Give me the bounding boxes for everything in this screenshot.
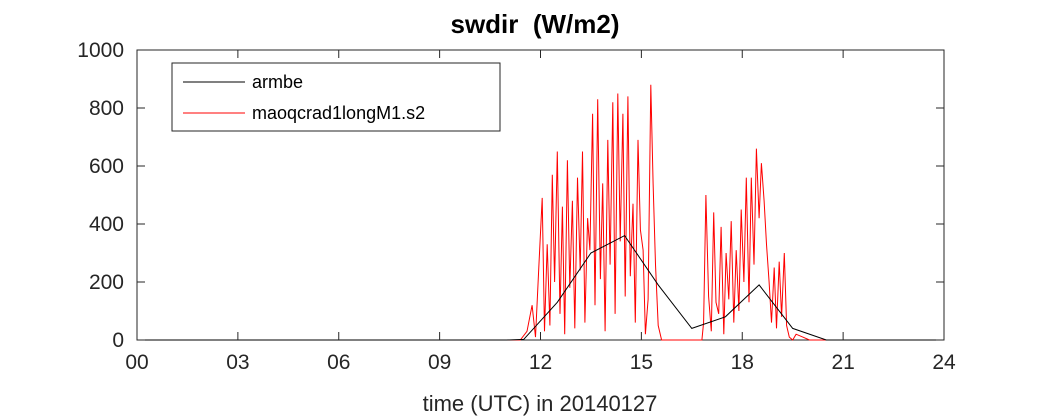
- legend-label-maoqcrad: maoqcrad1longM1.s2: [252, 103, 425, 123]
- x-tick-label: 00: [125, 351, 148, 374]
- chart-title: swdir (W/m2): [450, 9, 619, 39]
- x-tick-label: 03: [226, 351, 249, 374]
- legend-label-armbe: armbe: [252, 72, 303, 92]
- y-tick-label: 200: [89, 271, 124, 294]
- series-layer: [137, 84, 944, 341]
- y-tick-label: 1000: [77, 39, 124, 62]
- x-tick-label: 24: [932, 351, 956, 374]
- y-tick-label: 800: [89, 97, 124, 120]
- x-tick-label: 18: [731, 351, 754, 374]
- x-axis-title: time (UTC) in 20140127: [423, 391, 658, 416]
- x-tick-label: 09: [428, 351, 451, 374]
- x-tick-label: 12: [529, 351, 552, 374]
- series-line-1: [137, 84, 944, 341]
- x-tick-label: 21: [831, 351, 854, 374]
- series-line-0: [137, 234, 944, 341]
- y-tick-label: 400: [89, 213, 124, 236]
- y-tick-label: 600: [89, 155, 124, 178]
- y-tick-label: 0: [112, 329, 124, 352]
- x-tick-label: 15: [630, 351, 653, 374]
- legend-box: [171, 62, 501, 132]
- legend: armbe maoqcrad1longM1.s2: [171, 62, 501, 132]
- ticks-layer: 00 03 06 09 12 15 18 21 24 0 200 400 600 800 1000: [77, 39, 956, 374]
- x-tick-label: 06: [327, 351, 350, 374]
